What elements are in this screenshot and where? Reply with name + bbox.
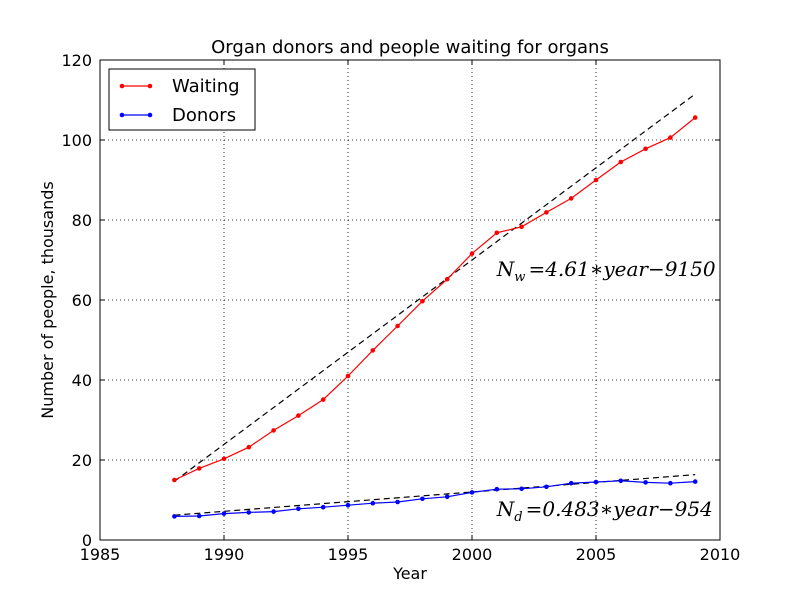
data-point-donors <box>519 486 524 492</box>
data-point-donors <box>444 494 450 500</box>
y-tick-label: 60 <box>72 291 92 310</box>
data-point-waiting <box>246 444 252 450</box>
fit-equation-w: Nw =4.61∗year−9150 <box>496 257 716 285</box>
data-point-donors <box>246 510 252 515</box>
data-point-donors <box>221 511 227 516</box>
data-point-waiting <box>494 230 500 236</box>
data-point-waiting <box>271 428 276 433</box>
data-point-donors <box>618 478 624 484</box>
data-point-waiting <box>420 298 425 304</box>
data-point-donors <box>172 514 177 519</box>
data-point-donors <box>271 509 276 514</box>
fit-equation-d: Nd =0.483∗year−954 <box>496 497 713 525</box>
data-point-donors <box>692 479 698 484</box>
legend: Waiting Donors <box>108 68 256 131</box>
x-tick-label: 2010 <box>700 545 741 564</box>
data-point-donors <box>420 496 425 502</box>
y-tick-label: 0 <box>82 531 92 550</box>
y-tick-label: 40 <box>72 371 92 390</box>
data-point-waiting <box>395 323 400 329</box>
data-point-waiting <box>345 373 351 379</box>
data-point-waiting <box>593 177 599 183</box>
y-tick-label: 120 <box>61 51 92 70</box>
data-point-donors <box>320 504 326 510</box>
data-point-donors <box>643 480 648 485</box>
y-tick-label: 20 <box>72 451 92 470</box>
x-tick-label: 1990 <box>204 545 245 564</box>
fit-annotations: Nw =4.61∗year−9150 Nd =0.483∗year−954 <box>496 257 716 525</box>
data-point-waiting <box>469 251 475 256</box>
series-line-donors <box>174 480 696 517</box>
series-line-waiting <box>174 117 696 481</box>
data-point-waiting <box>320 397 326 402</box>
data-point-waiting <box>196 466 202 471</box>
data-point-waiting <box>172 477 177 483</box>
y-axis-label: Number of people, thousands <box>38 181 57 418</box>
data-point-donors <box>668 480 673 486</box>
x-tick-label: 1985 <box>80 545 121 564</box>
legend-marker-donors <box>147 112 153 118</box>
legend-marker-waiting <box>147 83 153 89</box>
data-point-waiting <box>221 456 227 462</box>
data-point-donors <box>345 502 351 508</box>
data-point-waiting <box>370 348 376 353</box>
legend-marker-donors <box>119 112 125 118</box>
legend-label-donors: Donors <box>172 105 236 126</box>
data-point-donors <box>544 484 549 490</box>
x-tick-label: 2000 <box>452 545 493 564</box>
data-point-donors <box>568 480 574 486</box>
x-tick-label: 1995 <box>328 545 369 564</box>
data-point-donors <box>593 479 599 485</box>
data-point-waiting <box>568 196 574 201</box>
data-point-donors <box>196 513 202 519</box>
grid-lines <box>100 60 720 540</box>
data-point-donors <box>494 486 500 492</box>
data-point-waiting <box>544 210 549 215</box>
x-axis-label: Year <box>392 564 427 583</box>
data-point-waiting <box>668 135 673 140</box>
data-point-donors <box>370 500 376 506</box>
data-point-waiting <box>444 276 450 282</box>
data-series <box>172 115 698 519</box>
data-point-donors <box>296 506 301 512</box>
fit-line-waiting <box>174 93 696 482</box>
x-tick-label: 2005 <box>576 545 617 564</box>
data-point-waiting <box>519 224 524 230</box>
data-point-donors <box>395 499 400 505</box>
chart-title: Organ donors and people waiting for orga… <box>211 37 609 58</box>
y-tick-label: 100 <box>61 131 92 150</box>
legend-marker-waiting <box>119 83 125 89</box>
data-point-waiting <box>296 413 301 418</box>
data-point-waiting <box>692 115 698 120</box>
data-point-donors <box>469 490 475 495</box>
data-point-waiting <box>643 146 648 152</box>
legend-box <box>108 68 256 131</box>
y-tick-label: 80 <box>72 211 92 230</box>
axis-ticks: 1985 1990 1995 2000 2005 2010 0 20 40 60 80 100 120 <box>61 51 740 564</box>
data-point-waiting <box>618 159 624 165</box>
legend-label-waiting: Waiting <box>172 76 240 97</box>
